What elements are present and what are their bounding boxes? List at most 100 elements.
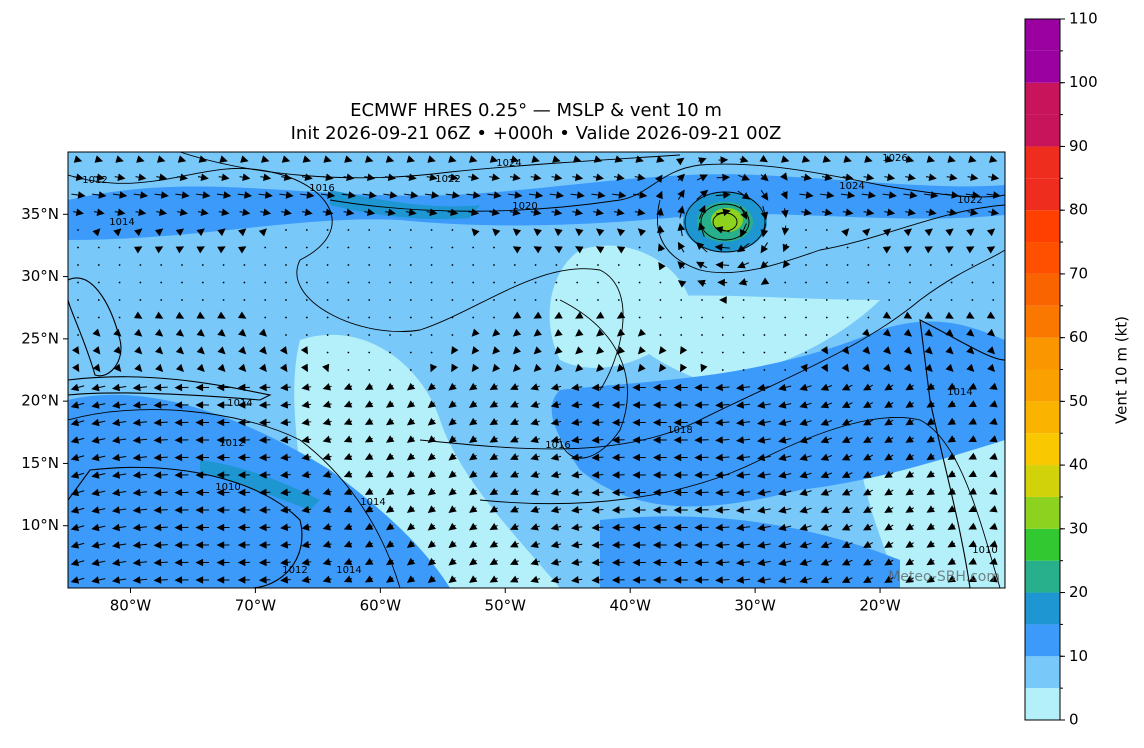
wind-arrow (175, 363, 184, 372)
wind-arrow (430, 281, 433, 284)
wind-arrow (572, 155, 582, 163)
wind-arrow (714, 226, 730, 234)
wind-arrow (677, 189, 685, 200)
wind-arrow (77, 229, 79, 231)
wind-arrow (343, 505, 353, 513)
wind-arrow (782, 243, 790, 253)
wind-arrow (153, 541, 168, 549)
wind-arrow (576, 299, 579, 301)
wind-arrow (364, 452, 374, 460)
wind-arrow (673, 383, 688, 392)
wind-arrow (760, 206, 769, 220)
wind-arrow (472, 246, 475, 249)
wind-arrow (571, 506, 583, 514)
wind-arrow (153, 576, 168, 584)
wind-arrow (862, 346, 871, 355)
wind-arrow (97, 281, 100, 284)
wind-arrow (91, 523, 106, 532)
wind-arrow (571, 436, 583, 444)
wind-arrow (489, 173, 500, 181)
wind-arrow (694, 576, 709, 584)
wind-arrow (694, 418, 709, 427)
wind-arrow (509, 575, 519, 583)
wind-arrow (694, 401, 709, 409)
wind-fill (600, 516, 900, 588)
wind-arrow (572, 208, 584, 216)
wind-arrow (575, 346, 584, 355)
wind-arrow (820, 576, 833, 584)
wind-arrow (680, 334, 683, 336)
wind-arrow (195, 453, 209, 462)
wind-arrow (988, 155, 998, 163)
wind-arrow (509, 488, 519, 496)
wind-arrow (700, 363, 708, 373)
wind-arrow (742, 351, 745, 354)
wind-arrow (905, 155, 915, 163)
colorbar-bin (1025, 82, 1060, 115)
wind-arrow (965, 191, 981, 199)
wind-arrow (406, 400, 416, 408)
wind-arrow (926, 382, 935, 391)
wind-arrow (736, 471, 751, 479)
wind-arrow (409, 369, 412, 371)
wind-arrow (658, 363, 667, 373)
wind-arrow (632, 453, 646, 462)
wind-arrow (469, 557, 478, 566)
wind-arrow (757, 436, 771, 444)
wind-arrow (694, 383, 709, 392)
wind-arrow (593, 208, 604, 216)
wind-arrow (195, 541, 209, 549)
wind-arrow (820, 558, 833, 566)
wind-arrow (757, 453, 771, 462)
wind-arrow (652, 418, 667, 427)
wind-arrow (347, 334, 350, 336)
wind-arrow (326, 299, 329, 301)
wind-arrow (617, 299, 620, 301)
wind-arrow (554, 346, 563, 355)
wind-arrow (652, 558, 667, 567)
wind-arrow (301, 453, 312, 461)
wind-arrow (216, 471, 230, 479)
wind-arrow (70, 383, 85, 392)
contour-label: 1010 (972, 545, 997, 556)
x-tick-label: 20°W (859, 597, 901, 615)
wind-arrow (679, 346, 688, 355)
contour-label: 1014 (336, 565, 361, 576)
wind-arrow (652, 401, 667, 409)
wind-arrow (135, 173, 147, 181)
wind-arrow (111, 453, 127, 462)
wind-arrow (591, 401, 604, 409)
wind-arrow (805, 299, 807, 301)
wind-arrow (216, 418, 230, 427)
wind-arrow (846, 316, 849, 319)
wind-arrow (971, 281, 974, 284)
wind-arrow (91, 401, 106, 409)
wind-arrow (177, 208, 188, 216)
wind-fill (551, 321, 1005, 507)
wind-arrow (673, 401, 688, 409)
wind-arrow (742, 334, 745, 336)
wind-arrow (111, 541, 127, 549)
wind-arrow (77, 281, 79, 284)
wind-arrow (555, 264, 558, 266)
wind-arrow (216, 453, 230, 462)
wind-fill (620, 295, 880, 380)
wind-arrow (322, 558, 332, 566)
wind-arrow (946, 208, 958, 216)
wind-arrow (113, 346, 122, 355)
wind-arrow (243, 264, 246, 266)
wind-arrow (968, 557, 977, 565)
wind-arrow (264, 281, 267, 284)
wind-arrow (430, 229, 433, 231)
wind-arrow (867, 316, 870, 319)
wind-arrow (73, 208, 84, 216)
wind-arrow (778, 576, 792, 584)
wind-arrow (905, 208, 916, 216)
wind-arrow (237, 311, 247, 319)
wind-arrow (673, 576, 688, 584)
wind-arrow (676, 157, 685, 166)
isobar (179, 152, 681, 179)
wind-arrow (427, 452, 437, 461)
wind-arrow (986, 311, 996, 319)
wind-arrow (364, 575, 374, 583)
